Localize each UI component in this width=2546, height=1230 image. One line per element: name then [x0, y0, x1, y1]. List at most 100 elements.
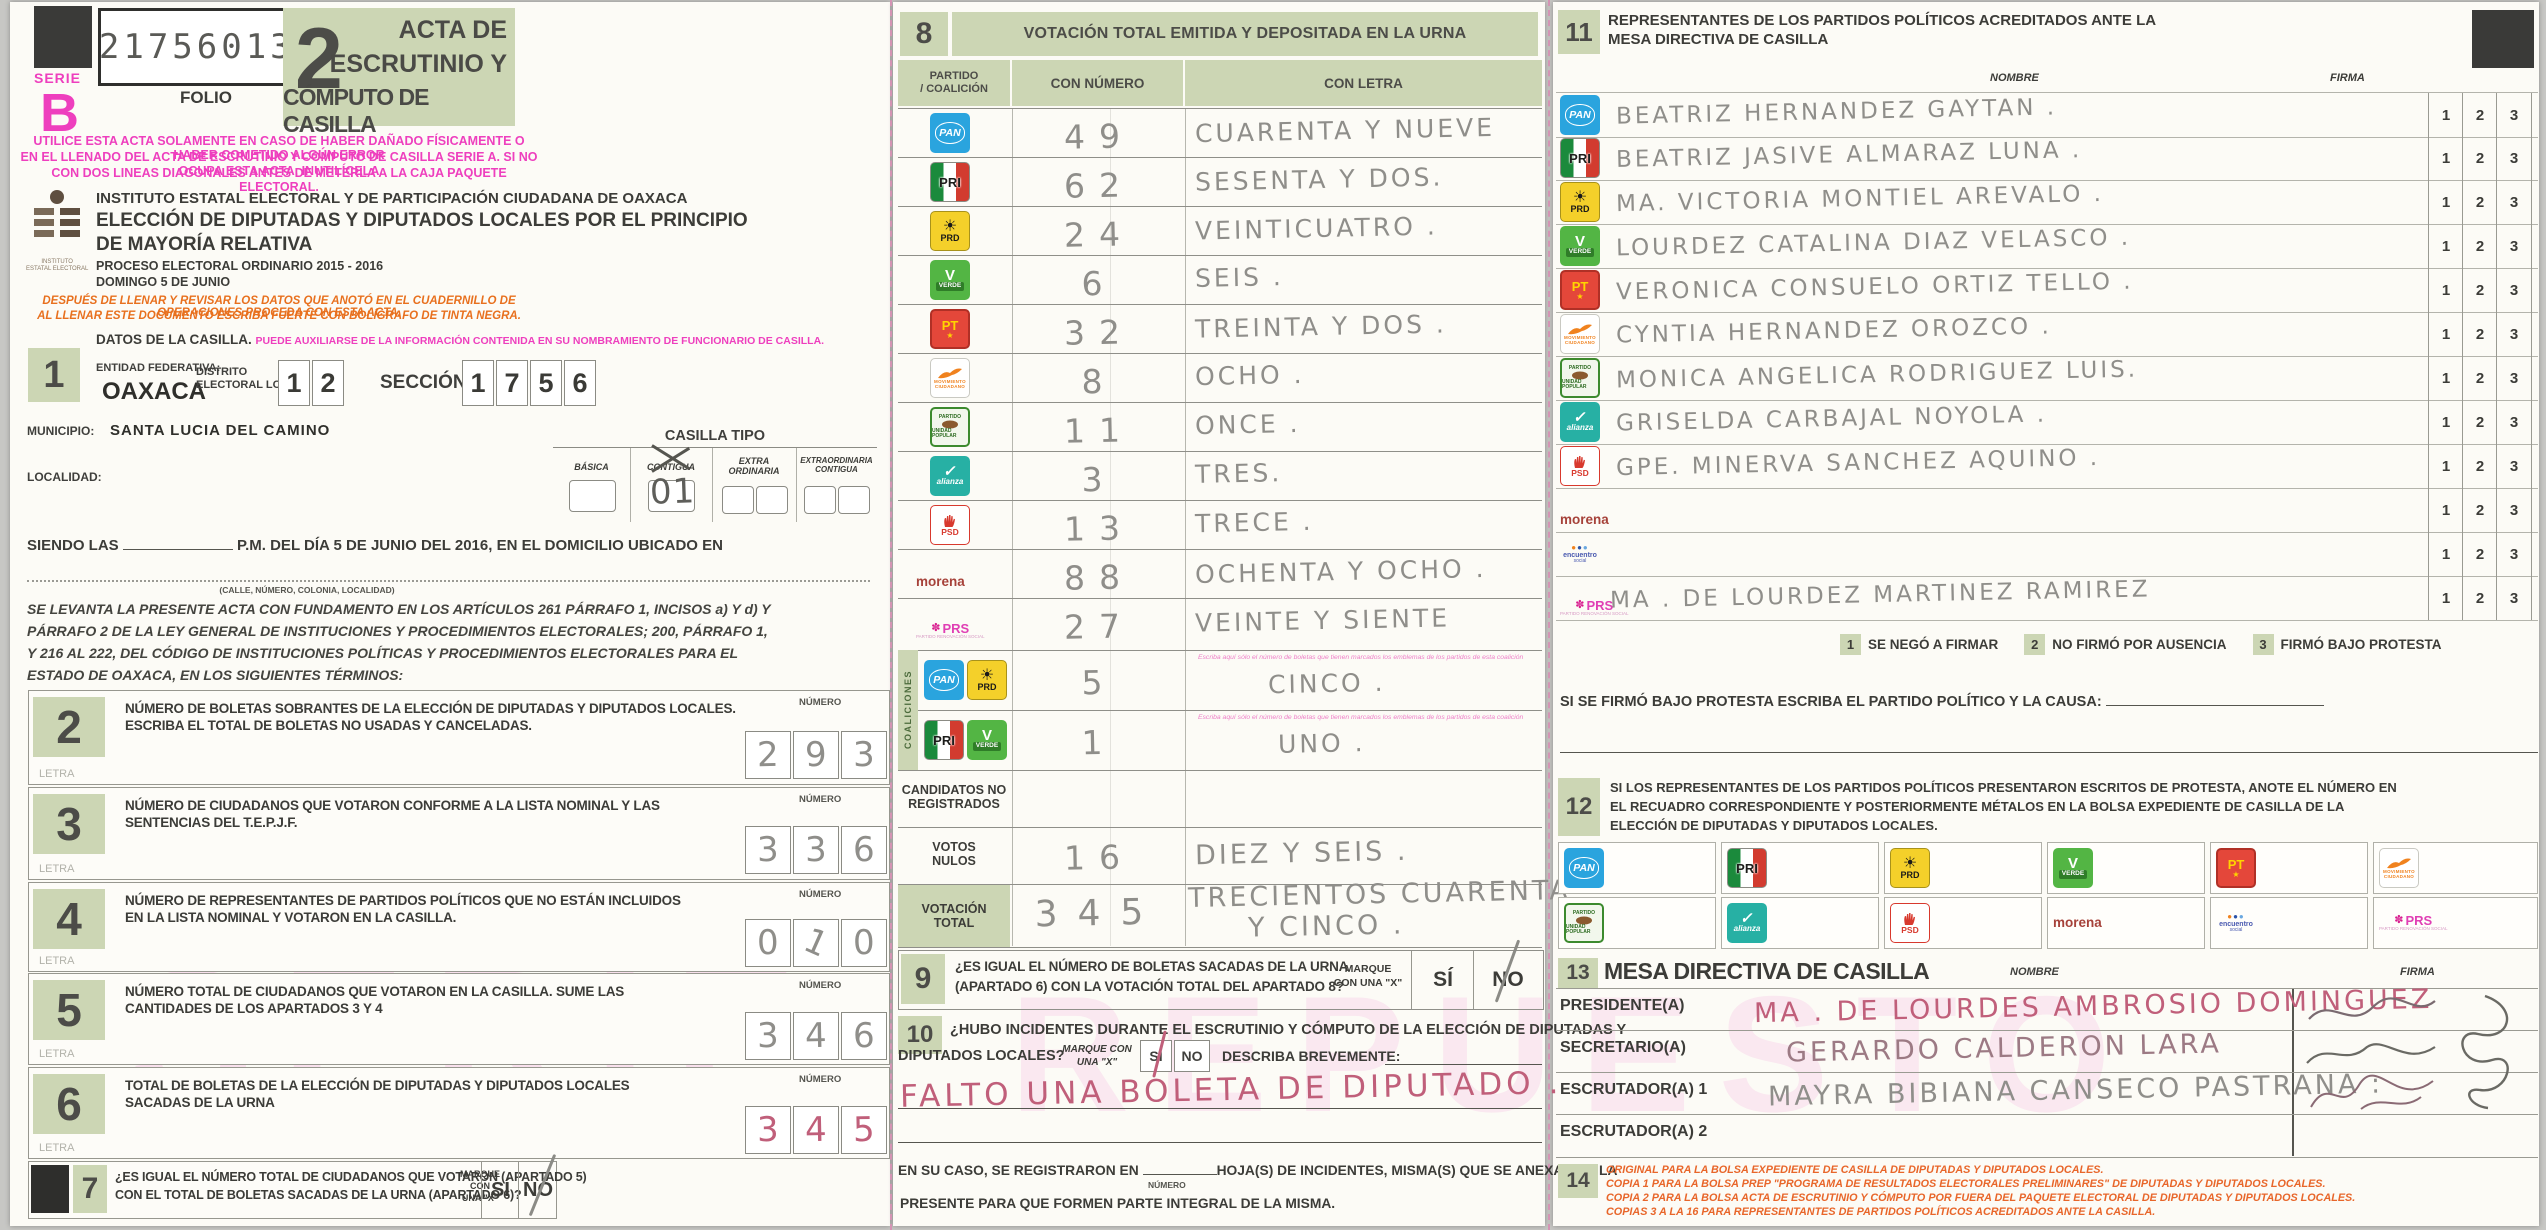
section6-number-tile: 6 — [33, 1074, 105, 1134]
tipo-contigua-col: CONTIGUA 01 — [630, 444, 713, 522]
psd-logo: PSD — [1890, 903, 1930, 943]
serie-letter: B — [40, 83, 79, 143]
section7-text: ¿ES IGUAL EL NÚMERO TOTAL DE CIUDADANOS … — [115, 1170, 587, 1184]
section10-text2: DIPUTADOS LOCALES? — [898, 1048, 1065, 1064]
section2-digit: 3 — [852, 734, 876, 776]
tipo-extraordinaria-label: EXTRAORDINARIA CONTIGUA — [800, 456, 873, 475]
firma-header: FIRMA — [2330, 72, 2365, 84]
s8-nulos-num: 16 — [1063, 837, 1135, 878]
tipo-extra-box — [756, 486, 788, 514]
role-label: SECRETARIO(A) — [1560, 1039, 1686, 1056]
section6-digit: 4 — [804, 1109, 828, 1151]
s13-row-escrutador-2: ESCRUTADOR(A) 2 — [1556, 1114, 2538, 1158]
partido-unidad-popular-logo: PARTIDO UNIDAD POPULAR — [1560, 358, 1600, 398]
section7-number-tile: 7 — [73, 1165, 107, 1213]
section3-text: SENTENCIAS DEL T.E.P.J.F. — [125, 815, 298, 830]
nombre-header: NOMBRE — [1990, 72, 2039, 84]
section1-title-text: DATOS DE LA CASILLA. — [96, 332, 252, 347]
section8-title: VOTACIÓN TOTAL EMITIDA Y DEPOSITADA EN L… — [952, 12, 1538, 56]
section7-text: CON EL TOTAL DE BOLETAS SACADAS DE LA UR… — [115, 1188, 522, 1202]
section9-number-tile: 9 — [901, 954, 945, 1004]
s8-psd-letra: TRECE . — [1194, 506, 1314, 539]
warning-line: CON DOS LINEAS DIAGONALES ANTES DE METER… — [51, 166, 507, 194]
distrito-digit: 1 — [286, 367, 302, 398]
section14-number-tile: 14 — [1558, 1164, 1598, 1198]
registration-mark-top-right — [2472, 10, 2534, 68]
s8-pup-num: 11 — [1063, 410, 1135, 451]
nueva-alianza-logo: ✓ alianza — [1560, 402, 1600, 442]
s8-row-na: ✓ alianza 3 TRES. — [898, 451, 1542, 501]
nueva-alianza-logo: ✓ alianza — [1727, 903, 1767, 943]
orange-note: AL LLENAR ESTE DOCUMENTO ESCRIBA FUERTE … — [37, 310, 521, 322]
numero-label: NÚMERO — [799, 1074, 842, 1085]
tipo-extra-col: EXTRA ORDINARIA — [712, 448, 797, 522]
letra-label: LETRA — [39, 1142, 75, 1154]
pri-logo: PRI — [1560, 138, 1600, 178]
s11-row-prs: ✽ PRS PARTIDO RENOVACIÓN SOCIAL MA . DE LO… — [1556, 576, 2538, 621]
localidad-label: LOCALIDAD: — [27, 470, 102, 484]
rep-name: GPE. MINERVA SANCHEZ AQUINO . — [1615, 444, 2101, 482]
ruled-line — [898, 1108, 1542, 1109]
s8-psd-num: 13 — [1063, 508, 1135, 549]
section6-text: TOTAL DE BOLETAS DE LA ELECCIÓN DE DIPUT… — [125, 1078, 630, 1093]
column-separator — [890, 0, 892, 1230]
morena-logo: morena — [1560, 512, 1609, 528]
prd-logo: ☀ PRD — [930, 211, 970, 251]
registration-mark-top-left — [34, 6, 92, 68]
section11-number-tile: 11 — [1558, 10, 1600, 54]
s8-row-no-registrados: CANDIDATOS NO REGISTRADOS — [898, 770, 1542, 828]
letra-label: LETRA — [39, 768, 75, 780]
address-line — [27, 580, 870, 582]
official-name: GERARDO CALDERON LARA — [1785, 1028, 2223, 1069]
role-label: ESCRUTADOR(A) 1 — [1560, 1081, 1708, 1098]
s14-line: COPIA 2 PARA LA BOLSA ACTA DE ESCRUTINIO… — [1606, 1192, 2356, 1204]
s8-row-morena: morena 88 OCHENTA Y OCHO . — [898, 549, 1542, 599]
s8-pan-letra: CUARENTA Y NUEVE — [1194, 112, 1496, 149]
movimiento-ciudadano-logo: MOVIMIENTO CIUDADANO — [1560, 314, 1600, 354]
section8-col-numero: CON NÚMERO — [1012, 60, 1183, 106]
protesta-line: SI SE FIRMÓ BAJO PROTESTA ESCRIBA EL PAR… — [1560, 694, 2324, 710]
s8-verde-letra: SEIS . — [1194, 262, 1285, 293]
seccion-digit: 1 — [470, 367, 486, 398]
logo-caption: INSTITUTO — [41, 259, 73, 265]
s8-row-votacion-total: VOTACIÓN TOTAL 345 TRECIENTOS CUARENTA Y … — [898, 875, 1571, 948]
signature-flourish — [2461, 994, 2509, 1110]
section4-text: EN LA LISTA NOMINAL Y VOTARON EN LA CASI… — [125, 910, 457, 925]
blank-line — [1385, 1064, 1542, 1065]
movimiento-ciudadano-logo: MOVIMIENTO CIUDADANO — [930, 358, 970, 398]
rep-name: CYNTIA HERNANDEZ OROZCO . — [1615, 313, 2053, 349]
coalition-note: Escriba aquí sólo el número de boletas q… — [1198, 654, 1524, 661]
section1-title-note: PUEDE AUXILIARSE DE LA INFORMACIÓN CONTE… — [255, 335, 825, 347]
tipo-contigua-label: CONTIGUA — [647, 462, 695, 472]
section10-text1: ¿HUBO INCIDENTES DURANTE EL ESCRUTINIO Y… — [950, 1022, 1627, 1038]
partido-unidad-popular-logo: PARTIDO UNIDAD POPULAR — [1564, 903, 1604, 943]
letra-label: LETRA — [39, 1048, 75, 1060]
casilla-tipo-table: BÁSICA CONTIGUA 01 EXTRA ORDINARIA EXTRAO… — [553, 444, 877, 522]
prd-logo: ☀ PRD — [1890, 848, 1930, 888]
tipo-extraordinaria-box — [804, 486, 836, 514]
section8-col-partido: PARTIDO / COALICIÓN — [898, 60, 1010, 106]
acta-title-line: ACTA DE — [398, 16, 507, 44]
psd-logo: PSD — [930, 505, 970, 545]
pt-logo: PT ★ — [930, 309, 970, 349]
hojas-incidentes-line: EN SU CASO, SE REGISTRARON EN HOJA(S) DE… — [898, 1163, 1618, 1178]
entidad-label: ENTIDAD FEDERATIVA: — [96, 362, 221, 374]
letra-label: LETRA — [39, 863, 75, 875]
tipo-basica-label: BÁSICA — [574, 462, 609, 472]
section5-digit: 6 — [852, 1015, 876, 1057]
section4-digit: 0 — [756, 922, 780, 964]
coalition-pri-verde-logos: PRI V VERDE — [924, 720, 1007, 760]
role-label: PRESIDENTE(A) — [1560, 997, 1685, 1014]
role-label: ESCRUTADOR(A) 2 — [1560, 1123, 1708, 1140]
verde-logo: V VERDE — [1560, 226, 1600, 266]
protesta-blank-line — [1560, 752, 2538, 753]
s8-row-mc: MOVIMIENTO CIUDADANO 8 OCHO . — [898, 353, 1542, 403]
section9-marque-label: MARQUE CON UNA "X" — [1333, 963, 1403, 989]
s8-verde-num: 6 — [1081, 263, 1117, 304]
s8-pri-num: 62 — [1063, 165, 1135, 206]
numero-label: NÚMERO — [799, 889, 842, 900]
distrito-digit: 2 — [320, 367, 336, 398]
